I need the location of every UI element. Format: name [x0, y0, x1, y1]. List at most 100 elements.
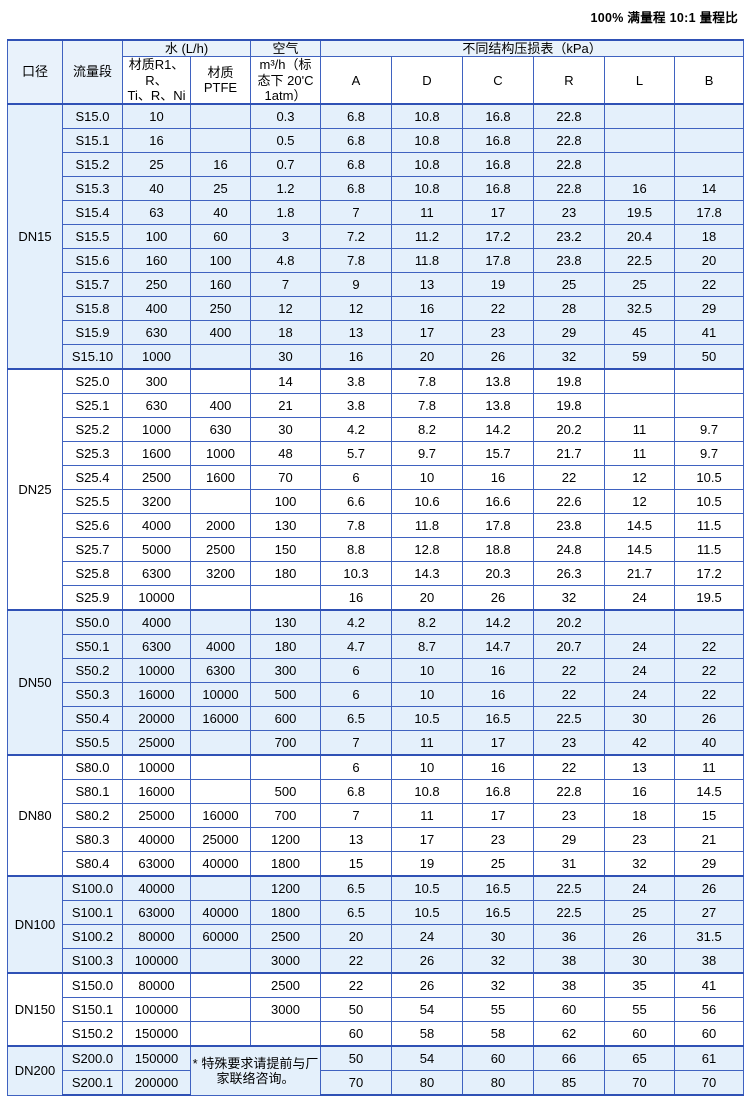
pressure-loss-l-cell: 22.5 [604, 248, 675, 274]
pressure-loss-b-cell [673, 128, 745, 154]
pressure-loss-r-cell: 19.8 [533, 393, 605, 419]
pressure-loss-b-cell: 29 [673, 851, 745, 878]
pressure-loss-d-cell: 54 [391, 1045, 463, 1072]
air-flow-cell: 600 [250, 706, 321, 732]
pressure-loss-r-cell: 32 [533, 585, 605, 612]
pressure-loss-b-cell [673, 103, 745, 130]
water-material-r-cell: 150000 [122, 1045, 191, 1072]
water-material-r-cell: 1000 [122, 344, 191, 371]
water-material-r-cell: 1600 [122, 441, 191, 467]
pressure-loss-a-cell: 4.7 [320, 634, 392, 660]
pressure-loss-c-cell: 17 [462, 730, 534, 757]
flow-segment-cell: S25.6 [62, 513, 123, 539]
water-material-r-cell: 40 [122, 176, 191, 202]
pressure-loss-d-cell: 11 [391, 730, 463, 757]
header-col-a: A [320, 56, 392, 105]
dn-size-cell: DN100 [7, 875, 63, 974]
header-material-ptfe: 材质 PTFE [190, 56, 251, 105]
pressure-loss-c-cell: 17.8 [462, 248, 534, 274]
pressure-loss-c-cell: 13.8 [462, 393, 534, 419]
water-material-ptfe-cell [190, 344, 251, 371]
pressure-loss-r-cell: 62 [533, 1021, 605, 1048]
flow-segment-cell: S25.9 [62, 585, 123, 612]
table-row: DN100 S100.0 40000 1200 6.5 10.5 16.5 22.5 24 26 [7, 875, 745, 974]
pressure-loss-l-cell [604, 128, 675, 154]
pressure-loss-r-cell: 22.5 [533, 875, 605, 902]
water-material-r-cell: 200000 [122, 1070, 191, 1096]
flow-segment-cell: S15.9 [62, 320, 123, 346]
dn-size-cell: DN25 [7, 368, 63, 611]
table-row: S25.9 10000 16 20 26 32 24 19.5 [8, 585, 745, 612]
pressure-loss-c-cell: 17 [462, 803, 534, 829]
pressure-loss-l-cell: 16 [604, 176, 675, 202]
pressure-loss-a-cell: 4.2 [320, 609, 392, 636]
header-material-ptfe-line1: 材质 [207, 64, 234, 80]
water-material-ptfe-cell [190, 948, 251, 975]
pressure-loss-a-cell: 13 [320, 827, 392, 853]
flow-segment-cell: S15.7 [62, 272, 123, 298]
table-row: S25.5 3200 100 6.6 10.6 16.6 22.6 12 10.5 [8, 489, 745, 515]
pressure-loss-l-cell: 18 [604, 803, 675, 829]
pressure-loss-c-cell: 23 [462, 827, 534, 853]
pressure-loss-c-cell: 58 [462, 1021, 534, 1048]
pressure-loss-d-cell: 11.8 [391, 248, 463, 274]
pressure-loss-l-cell: 19.5 [604, 200, 675, 226]
water-material-ptfe-cell [190, 103, 251, 130]
pressure-loss-c-cell: 55 [462, 997, 534, 1023]
header-col-c: C [462, 56, 534, 105]
pressure-loss-b-cell: 10.5 [673, 465, 745, 491]
pressure-loss-r-cell: 38 [533, 972, 605, 999]
table-row: S15.1 16 0.5 6.8 10.8 16.8 22.8 [8, 128, 745, 154]
pressure-loss-l-cell: 35 [604, 972, 675, 999]
air-flow-cell: 0.5 [250, 128, 321, 154]
water-material-r-cell: 40000 [122, 827, 191, 853]
table-row: S100.2 80000 60000 2500 20 24 30 36 26 31.5 [8, 924, 745, 950]
pressure-loss-l-cell: 70 [604, 1070, 675, 1096]
water-material-r-cell: 63000 [122, 900, 191, 926]
pressure-loss-r-cell: 22.5 [533, 900, 605, 926]
pressure-loss-r-cell: 22.8 [533, 103, 605, 130]
pressure-loss-c-cell: 16.6 [462, 489, 534, 515]
pressure-loss-b-cell: 22 [673, 272, 745, 298]
pressure-loss-r-cell: 22 [533, 465, 605, 491]
flow-segment-cell: S80.0 [62, 754, 123, 781]
flow-segment-cell: S25.8 [62, 561, 123, 587]
pressure-loss-c-cell: 32 [462, 972, 534, 999]
pressure-loss-a-cell: 13 [320, 320, 392, 346]
table-row: S25.1 630 400 21 3.8 7.8 13.8 19.8 [8, 393, 745, 419]
pressure-loss-d-cell: 11 [391, 200, 463, 226]
air-flow-cell: 150 [250, 537, 321, 563]
water-material-r-cell: 80000 [122, 972, 191, 999]
water-material-ptfe-cell: 40000 [190, 851, 251, 878]
pressure-loss-l-cell: 25 [604, 272, 675, 298]
pressure-loss-a-cell: 20 [320, 924, 392, 950]
air-flow-cell: 300 [250, 658, 321, 684]
pressure-loss-r-cell: 22.8 [533, 152, 605, 178]
pressure-loss-b-cell: 17.8 [673, 200, 745, 226]
pressure-loss-a-cell: 6.5 [320, 900, 392, 926]
table-row: S15.5 100 60 3 7.2 11.2 17.2 23.2 20.4 18 [8, 224, 745, 250]
pressure-loss-r-cell: 23.8 [533, 513, 605, 539]
table-row: S25.7 5000 2500 150 8.8 12.8 18.8 24.8 14.5 11.5 [8, 537, 745, 563]
water-material-r-cell: 25000 [122, 803, 191, 829]
water-material-r-cell: 1000 [122, 417, 191, 443]
pressure-loss-b-cell [673, 152, 745, 178]
table-row: S15.7 250 160 7 9 13 19 25 25 22 [8, 272, 745, 298]
water-material-r-cell: 10000 [122, 754, 191, 781]
flow-segment-cell: S25.5 [62, 489, 123, 515]
flow-segment-cell: S80.2 [62, 803, 123, 829]
pressure-loss-r-cell: 22.8 [533, 128, 605, 154]
pressure-loss-d-cell: 10.8 [391, 128, 463, 154]
air-flow-cell: 18 [250, 320, 321, 346]
pressure-loss-b-cell: 26 [673, 706, 745, 732]
table-row: DN150 S150.0 80000 2500 22 26 32 38 35 41 [7, 972, 745, 1047]
air-flow-cell: 1.2 [250, 176, 321, 202]
water-material-r-cell: 100 [122, 224, 191, 250]
air-flow-cell [250, 1021, 321, 1048]
pressure-loss-r-cell: 24.8 [533, 537, 605, 563]
flow-segment-cell: S80.1 [62, 779, 123, 805]
pressure-loss-r-cell: 26.3 [533, 561, 605, 587]
water-material-ptfe-cell: 40 [190, 200, 251, 226]
flow-segment-cell: S25.3 [62, 441, 123, 467]
flow-segment-cell: S15.6 [62, 248, 123, 274]
